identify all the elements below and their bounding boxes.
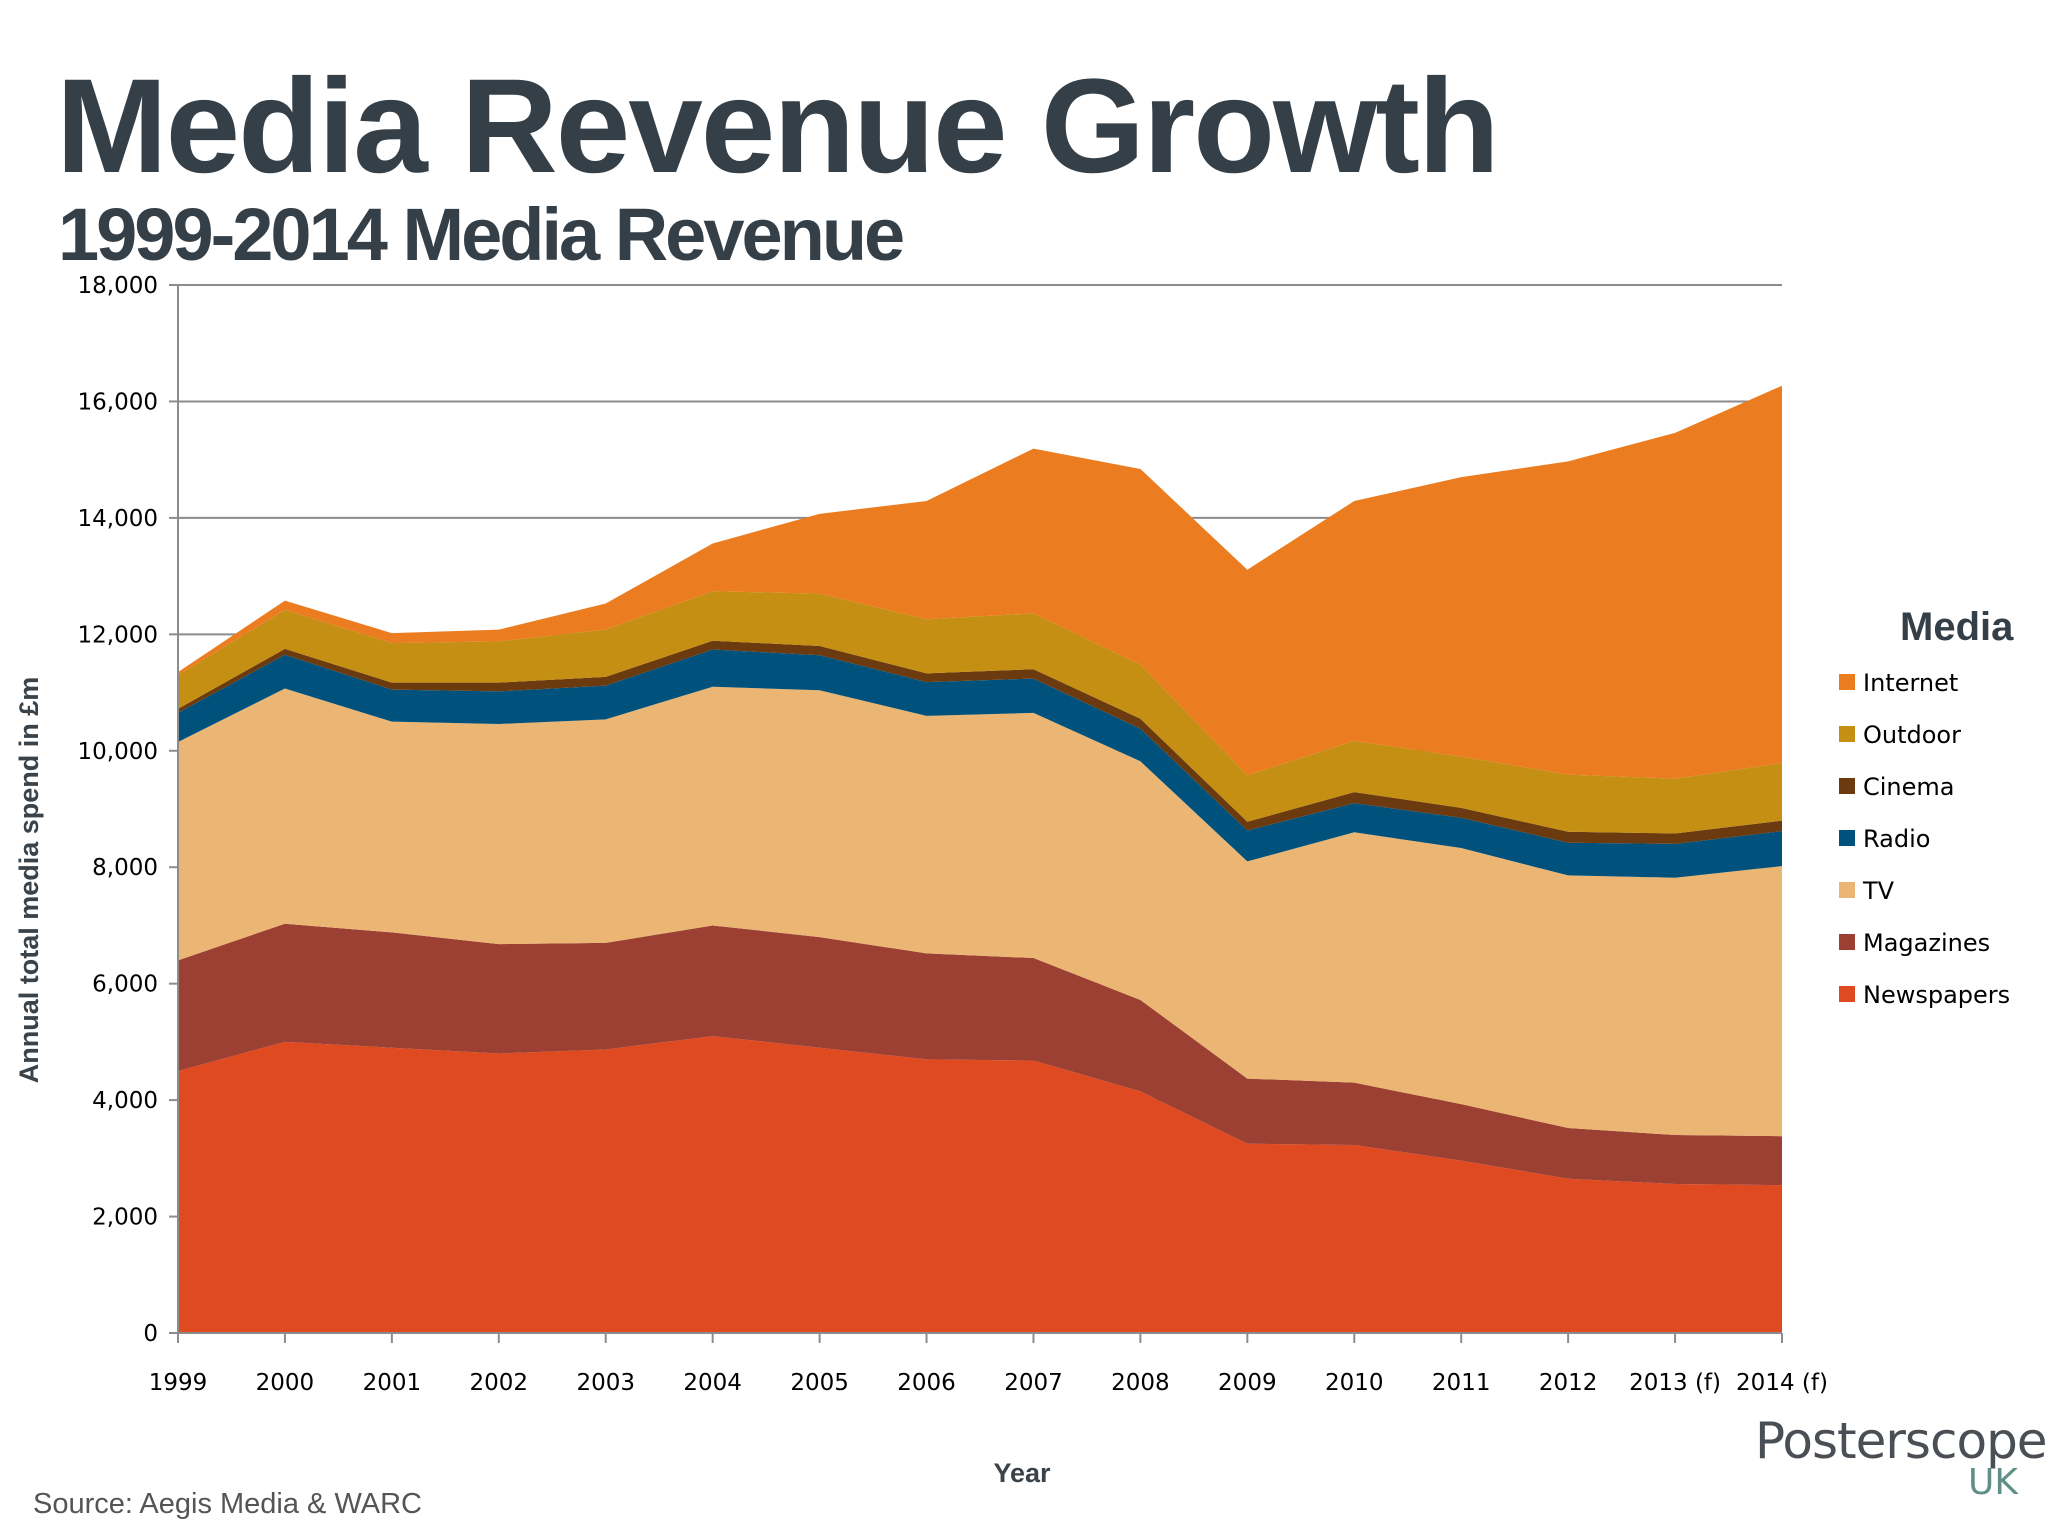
y-tick-label: 4,000 (92, 1088, 158, 1114)
y-axis-title: Annual total media spend in £m (14, 677, 44, 1084)
y-tick-label: 14,000 (78, 506, 158, 532)
area-radio (178, 649, 1782, 878)
x-tick-label: 2006 (897, 1370, 956, 1396)
area-outdoor (178, 591, 1782, 834)
x-tick-label: 2005 (790, 1370, 849, 1396)
x-tick-label: 2009 (1218, 1370, 1277, 1396)
y-tick-label: 18,000 (78, 273, 158, 299)
source-note: Source: Aegis Media & WARC (33, 1488, 422, 1520)
x-tick-label: 2012 (1539, 1370, 1598, 1396)
area-magazines (178, 923, 1782, 1186)
x-tick-label: 2013 (f) (1629, 1370, 1721, 1396)
legend-label-outdoor: Outdoor (1863, 721, 1961, 749)
legend-swatch-outdoor (1839, 726, 1855, 742)
legend-label-cinema: Cinema (1863, 773, 1955, 801)
x-tick-label: 2011 (1432, 1370, 1491, 1396)
area-tv (178, 686, 1782, 1137)
x-tick-label: 2000 (256, 1370, 315, 1396)
legend-swatch-newspapers (1839, 986, 1855, 1002)
area-newspapers (178, 1036, 1782, 1333)
y-tick-label: 2,000 (92, 1205, 158, 1231)
y-tick-label: 8,000 (92, 855, 158, 881)
area-internet (178, 385, 1782, 779)
x-tick-label: 2007 (1004, 1370, 1063, 1396)
legend-swatch-tv (1839, 882, 1855, 898)
legend-label-tv: TV (1862, 877, 1895, 905)
legend-label-radio: Radio (1863, 825, 1930, 853)
legend-swatch-magazines (1839, 934, 1855, 950)
x-axis-title: Year (993, 1458, 1051, 1488)
chart-title: Media Revenue Growth (56, 52, 1500, 201)
legend-title: Media (1900, 605, 2014, 649)
y-tick-label: 10,000 (78, 739, 158, 765)
legend-swatch-cinema (1839, 778, 1855, 794)
y-tick-label: 16,000 (78, 389, 158, 415)
y-tick-label: 12,000 (78, 622, 158, 648)
x-tick-label: 2014 (f) (1736, 1370, 1828, 1396)
x-tick-label: 2001 (363, 1370, 422, 1396)
y-tick-label: 0 (143, 1321, 158, 1347)
chart-subtitle: 1999-2014 Media Revenue (58, 193, 905, 276)
x-tick-label: 2010 (1325, 1370, 1384, 1396)
posterscope-logo-uk: UK (1968, 1462, 2018, 1503)
posterscope-logo: Posterscope (1755, 1412, 2048, 1470)
x-tick-label: 2004 (683, 1370, 742, 1396)
x-tick-label: 1999 (149, 1370, 208, 1396)
y-tick-label: 6,000 (92, 972, 158, 998)
legend-label-internet: Internet (1863, 669, 1958, 697)
x-tick-label: 2002 (470, 1370, 529, 1396)
legend-swatch-radio (1839, 830, 1855, 846)
legend-swatch-internet (1839, 674, 1855, 690)
x-tick-label: 2003 (576, 1370, 635, 1396)
x-tick-label: 2008 (1111, 1370, 1170, 1396)
legend-label-newspapers: Newspapers (1863, 981, 2010, 1009)
legend-label-magazines: Magazines (1863, 929, 1990, 957)
legend: Internet Outdoor Cinema Radio TV Magazines New… (1839, 669, 2010, 1009)
